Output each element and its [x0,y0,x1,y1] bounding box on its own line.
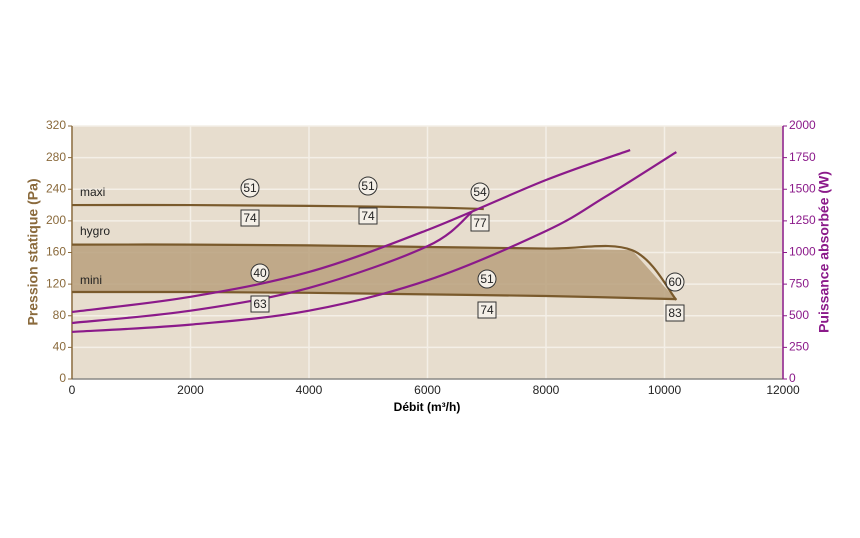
box-badge [240,209,260,227]
box-badge [358,207,378,225]
circle-badge [240,178,260,198]
x-tick-label: 6000 [414,383,441,397]
y-tick-label: 200 [46,213,66,227]
y2-axis-title: Puissance absorbée (W) [816,171,832,333]
y-axis-title: Pression statique (Pa) [25,178,41,325]
y-tick-label: 320 [46,118,66,132]
y2-tick-label: 1500 [789,181,816,195]
box-badge [477,301,497,319]
line [71,151,677,334]
y2-tick-label: 0 [789,371,796,385]
box-label: 83 [668,306,682,320]
box-badge [470,214,490,232]
shaded-area [72,244,677,300]
x-tick-label: 10000 [648,383,682,397]
y2-tick-label: 250 [789,340,809,354]
line [71,148,631,314]
box-label: 63 [253,297,267,311]
y2-tick-label: 500 [789,308,809,322]
circle-badge [477,269,497,289]
line [71,290,677,301]
circle-badge [470,182,490,202]
circle-label: 54 [473,185,487,199]
x-tick-label: 0 [69,383,76,397]
x-axis-title: Débit (m³/h) [394,400,461,414]
series-label: maxi [80,185,105,199]
line [71,211,473,325]
box-label: 74 [480,303,494,317]
circle-badge [665,272,685,292]
box-badge [665,304,685,322]
y2-tick-label: 1750 [789,150,816,164]
x-tick-label: 8000 [533,383,560,397]
box-badge [250,295,270,313]
y2-tick-label: 1000 [789,245,816,259]
circle-label: 51 [480,272,494,286]
series-label: hygro [80,224,110,238]
x-tick-label: 12000 [766,383,800,397]
y2-tick-label: 1250 [789,213,816,227]
y-tick-label: 160 [46,245,66,259]
y-tick-label: 40 [53,340,67,354]
circle-label: 51 [361,179,375,193]
box-label: 77 [473,216,487,230]
y-tick-label: 240 [46,181,66,195]
line [71,203,484,211]
x-tick-label: 2000 [177,383,204,397]
series-label: mini [80,273,102,287]
y2-tick-label: 2000 [789,118,816,132]
circle-label: 51 [243,181,257,195]
box-label: 74 [243,211,257,225]
y-tick-label: 120 [46,276,66,290]
box-label: 74 [361,209,375,223]
y-tick-label: 280 [46,150,66,164]
circle-label: 60 [668,275,682,289]
y-tick-label: 0 [59,371,66,385]
circle-badge [358,176,378,196]
circle-badge [250,263,270,283]
y-tick-label: 80 [53,308,67,322]
line [71,243,678,301]
circle-label: 40 [253,266,267,280]
y2-tick-label: 750 [789,276,809,290]
x-tick-label: 4000 [296,383,323,397]
